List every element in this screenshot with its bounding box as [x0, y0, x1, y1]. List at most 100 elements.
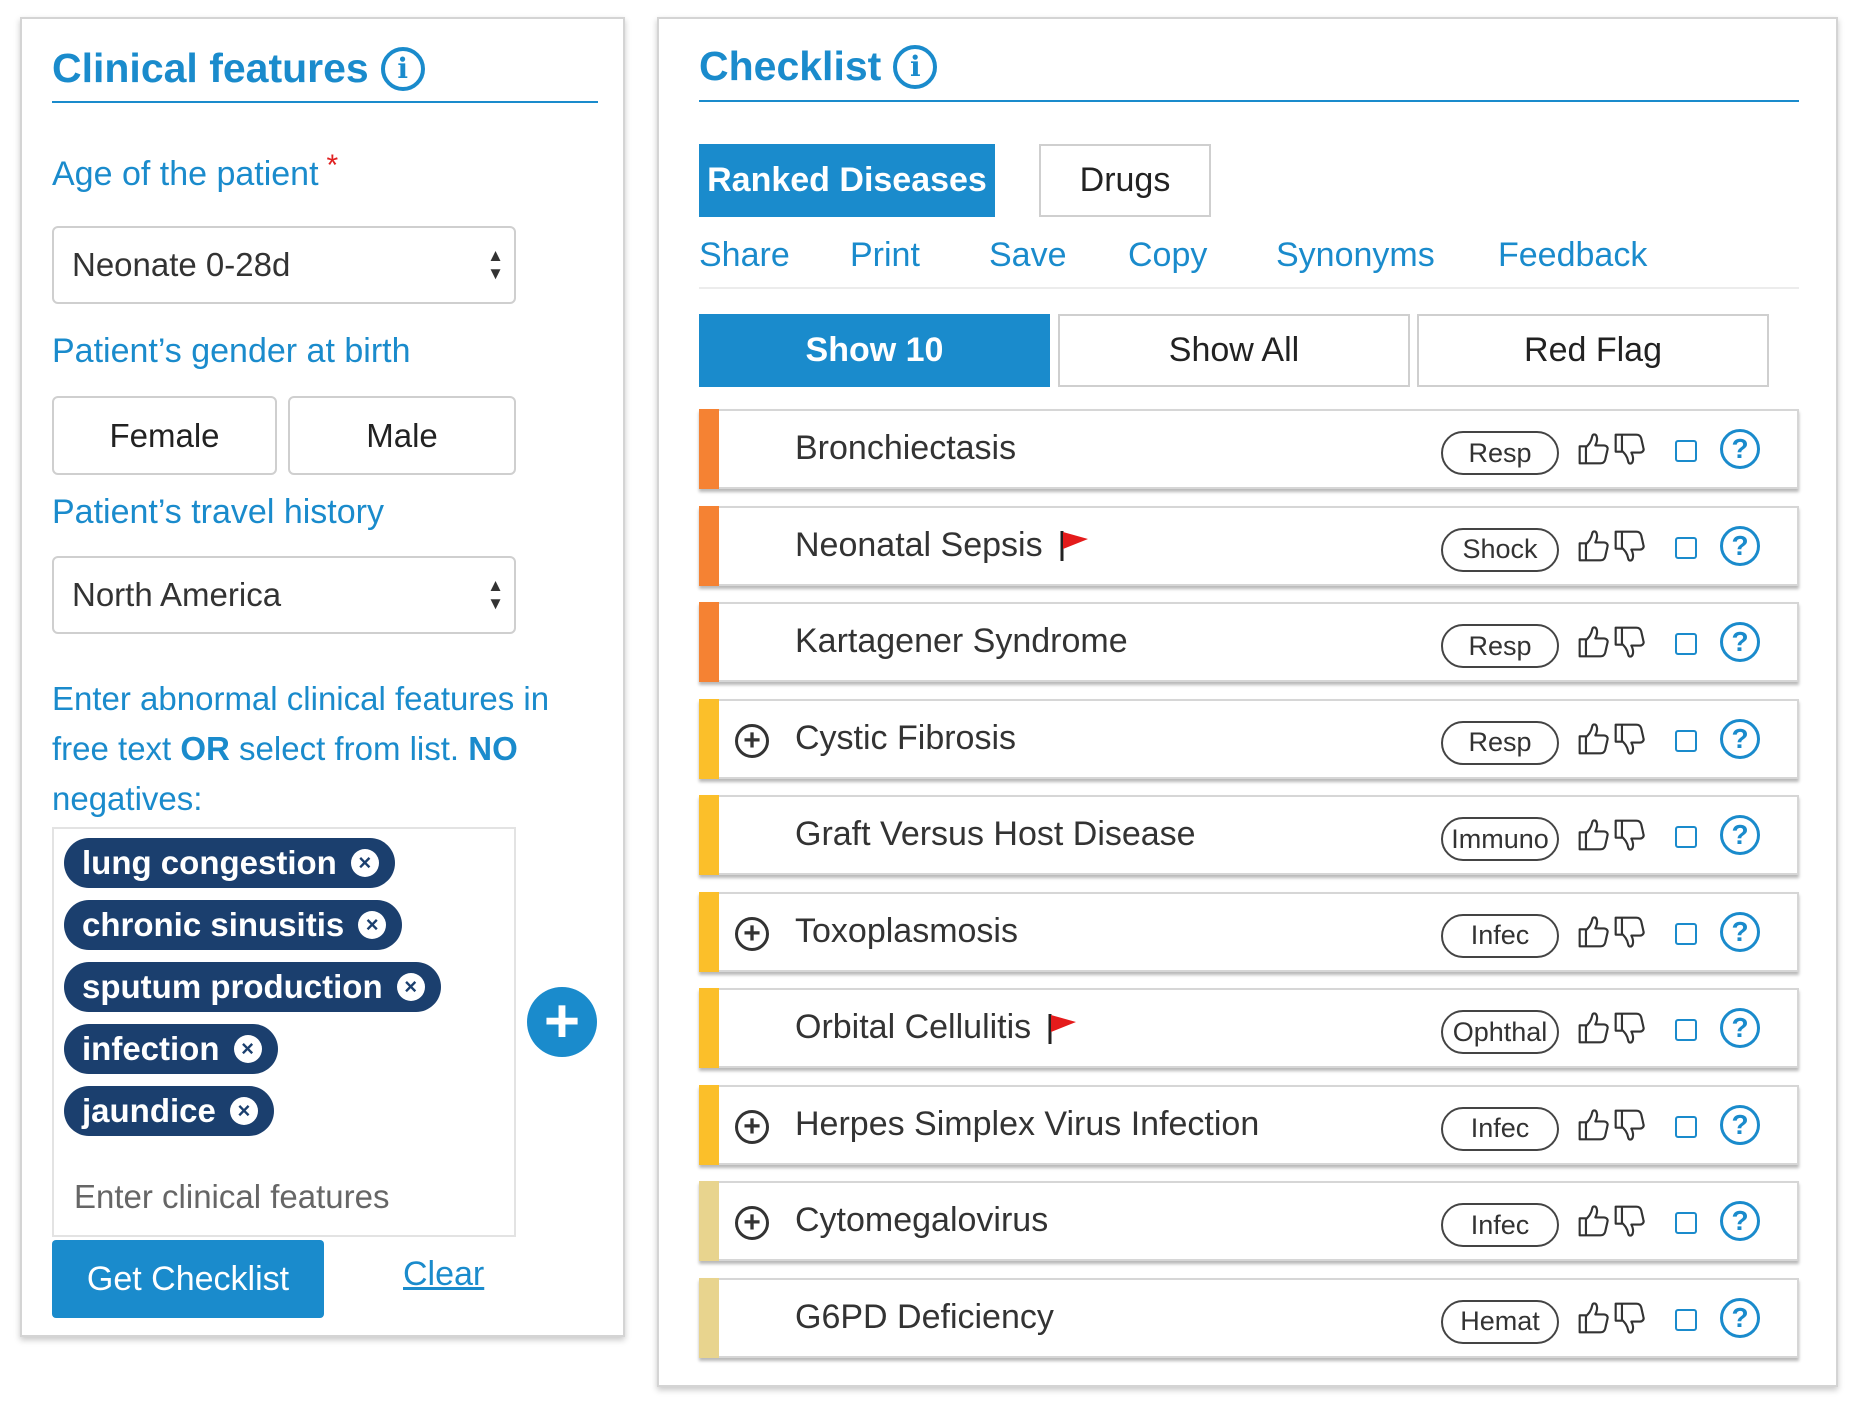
synonyms-link[interactable]: Synonyms	[1276, 236, 1435, 274]
feature-tag[interactable]: chronic sinusitis ×	[64, 900, 403, 950]
question-circle-icon[interactable]: ?	[1720, 1104, 1760, 1145]
plus-circle-outline-icon[interactable]: +	[735, 1206, 769, 1240]
thumbs-up-icon[interactable]	[1577, 1106, 1611, 1144]
question-circle-icon[interactable]: ?	[1720, 1201, 1760, 1241]
close-circle-icon[interactable]: ×	[350, 849, 379, 877]
close-circle-icon[interactable]: ×	[396, 973, 425, 1001]
age-select[interactable]: Neonate 0-28d ▲ ▼	[52, 226, 516, 304]
thumbs-down-icon[interactable]	[1613, 1009, 1647, 1047]
disease-name[interactable]: Kartagener Syndrome	[795, 622, 1128, 661]
thumbs-down-icon[interactable]	[1613, 1202, 1647, 1240]
get-checklist-button[interactable]: Get Checklist	[52, 1240, 324, 1318]
clinical-features-panel: Clinical features i Age of the patient * …	[20, 17, 625, 1337]
filter-show-10[interactable]: Show 10	[699, 314, 1050, 387]
disease-name[interactable]: Toxoplasmosis	[795, 912, 1018, 951]
thumbs-down-icon[interactable]	[1613, 816, 1647, 854]
print-link[interactable]: Print	[850, 236, 920, 274]
disease-row[interactable]: Kartagener Syndrome Resp?	[699, 602, 1799, 682]
info-icon[interactable]: i	[380, 46, 425, 91]
disease-row[interactable]: + Herpes Simplex Virus Infection Infec?	[699, 1084, 1799, 1165]
thumbs-down-icon[interactable]	[1613, 1299, 1647, 1337]
clinical-features-input-box[interactable]: lung congestion × chronic sinusitis × sputum…	[52, 827, 516, 1237]
clear-link[interactable]: Clear	[403, 1255, 485, 1293]
close-circle-icon[interactable]: ×	[229, 1097, 258, 1125]
disease-row[interactable]: + Cytomegalovirus Infec?	[699, 1181, 1799, 1261]
question-circle-icon[interactable]: ?	[1720, 1297, 1760, 1338]
disease-row[interactable]: Neonatal Sepsis Shock?	[699, 505, 1799, 586]
checkbox-icon[interactable]	[1675, 1115, 1697, 1138]
disease-name[interactable]: Cystic Fibrosis	[795, 719, 1016, 758]
disease-name[interactable]: Neonatal Sepsis	[795, 526, 1091, 565]
gender-female-button[interactable]: Female	[52, 396, 277, 475]
checkbox-icon[interactable]	[1675, 633, 1697, 655]
tab-ranked-diseases[interactable]: Ranked Diseases	[699, 144, 995, 217]
feature-tag[interactable]: jaundice ×	[64, 1086, 274, 1136]
close-circle-icon[interactable]: ×	[358, 911, 387, 939]
thumbs-up-icon[interactable]	[1577, 430, 1611, 468]
checkbox-icon[interactable]	[1675, 826, 1697, 848]
disease-name[interactable]: Cytomegalovirus	[795, 1201, 1048, 1240]
feature-tag[interactable]: lung congestion ×	[64, 838, 395, 888]
disease-name[interactable]: Bronchiectasis	[795, 429, 1016, 468]
filter-show-all[interactable]: Show All	[1058, 314, 1410, 387]
disease-name[interactable]: G6PD Deficiency	[795, 1298, 1054, 1337]
disease-row[interactable]: Orbital Cellulitis Ophthal?	[699, 988, 1799, 1068]
question-circle-icon[interactable]: ?	[1720, 525, 1760, 566]
thumbs-down-icon[interactable]	[1613, 527, 1647, 565]
feedback-link[interactable]: Feedback	[1498, 236, 1648, 274]
disease-row[interactable]: + Cystic Fibrosis Resp?	[699, 698, 1799, 779]
thumbs-up-icon[interactable]	[1577, 527, 1611, 565]
disease-row[interactable]: + Toxoplasmosis Infec?	[699, 891, 1799, 972]
thumbs-down-icon[interactable]	[1613, 430, 1647, 468]
checkbox-icon[interactable]	[1675, 536, 1697, 559]
disease-name[interactable]: Herpes Simplex Virus Infection	[795, 1105, 1259, 1144]
thumbs-up-icon[interactable]	[1577, 623, 1611, 661]
thumbs-up-icon[interactable]	[1577, 1202, 1611, 1240]
feature-tag[interactable]: sputum production ×	[64, 962, 441, 1012]
disease-row[interactable]: G6PD Deficiency Hemat?	[699, 1277, 1799, 1358]
question-circle-icon[interactable]: ?	[1720, 622, 1760, 662]
thumbs-up-icon[interactable]	[1577, 1299, 1611, 1337]
save-link[interactable]: Save	[989, 236, 1067, 274]
thumbs-up-icon[interactable]	[1577, 720, 1611, 758]
checkbox-icon[interactable]	[1675, 922, 1697, 945]
plus-circle-outline-icon[interactable]: +	[735, 1109, 769, 1144]
clinical-features-input[interactable]	[74, 1173, 494, 1221]
add-feature-button[interactable]: +	[527, 987, 597, 1057]
thumbs-up-icon[interactable]	[1577, 913, 1611, 951]
red-flag-icon	[1057, 528, 1091, 562]
question-circle-icon[interactable]: ?	[1720, 815, 1760, 855]
question-circle-icon[interactable]: ?	[1720, 429, 1760, 469]
gender-male-button[interactable]: Male	[288, 396, 516, 475]
close-circle-icon[interactable]: ×	[233, 1035, 262, 1063]
question-circle-icon[interactable]: ?	[1720, 1008, 1760, 1048]
disease-row[interactable]: Bronchiectasis Resp?	[699, 409, 1799, 489]
checkbox-icon[interactable]	[1675, 1212, 1697, 1234]
question-circle-icon[interactable]: ?	[1720, 718, 1760, 759]
feature-tag[interactable]: infection ×	[64, 1024, 278, 1074]
plus-circle-outline-icon[interactable]: +	[735, 916, 769, 951]
plus-circle-outline-icon[interactable]: +	[735, 723, 769, 758]
checkbox-icon[interactable]	[1675, 440, 1697, 462]
thumbs-down-icon[interactable]	[1613, 623, 1647, 661]
thumbs-down-icon[interactable]	[1613, 720, 1647, 758]
thumbs-up-icon[interactable]	[1577, 816, 1611, 854]
travel-select[interactable]: North America ▲ ▼	[52, 556, 516, 634]
thumbs-down-icon[interactable]	[1613, 1106, 1647, 1144]
tab-drugs[interactable]: Drugs	[1039, 144, 1211, 217]
checkbox-icon[interactable]	[1675, 1308, 1697, 1331]
disease-row[interactable]: Graft Versus Host Disease Immuno?	[699, 795, 1799, 875]
copy-link[interactable]: Copy	[1128, 236, 1208, 274]
checkbox-icon[interactable]	[1675, 1019, 1697, 1041]
category-badge: Infec	[1441, 1203, 1559, 1247]
thumbs-down-icon[interactable]	[1613, 913, 1647, 951]
share-link[interactable]: Share	[699, 236, 790, 274]
checkbox-icon[interactable]	[1675, 729, 1697, 752]
disease-name[interactable]: Graft Versus Host Disease	[795, 815, 1196, 854]
question-circle-icon[interactable]: ?	[1720, 911, 1760, 952]
thumbs-up-icon[interactable]	[1577, 1009, 1611, 1047]
disease-name[interactable]: Orbital Cellulitis	[795, 1008, 1079, 1047]
filter-red-flag[interactable]: Red Flag	[1417, 314, 1769, 387]
info-icon[interactable]: i	[893, 44, 938, 89]
category-badge: Ophthal	[1441, 1010, 1559, 1054]
